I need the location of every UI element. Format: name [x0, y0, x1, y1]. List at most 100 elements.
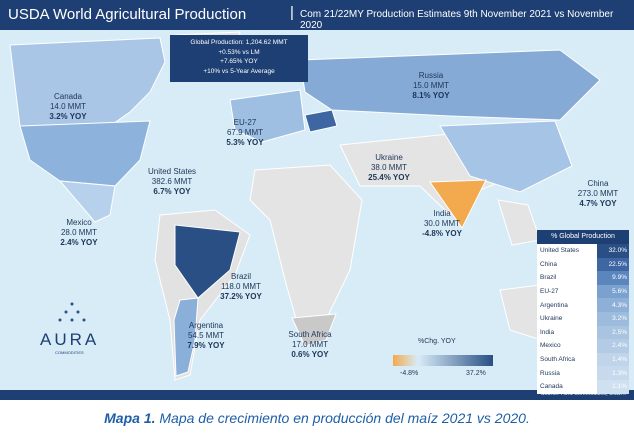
country-yoy: 4.7% YOY [579, 199, 617, 208]
country-production: 30.0 MMT [423, 219, 460, 228]
header-title: USDA World Agricultural Production [8, 6, 247, 23]
row-country: EU-27 [537, 284, 597, 299]
country-label: EU-27 67.9 MMT 5.3% YOY [226, 118, 263, 148]
row-country: Canada [537, 379, 597, 394]
country-yoy: 7.9% YOY [187, 341, 225, 350]
country-name: Canada [53, 92, 83, 101]
country-label: United States 382.6 MMT 6.7% YOY [148, 167, 196, 197]
eu-27 [229, 89, 306, 143]
country-yoy: 5.3% YOY [226, 138, 264, 147]
row-share: 5.6% [597, 284, 629, 299]
table-row: China 22.5% [537, 257, 629, 272]
brazil [174, 224, 241, 299]
global-line: +0.53% vs LM [218, 48, 260, 56]
country-production: 28.0 MMT [60, 228, 97, 237]
row-share: 9.9% [597, 271, 629, 285]
row-country: Ukraine [537, 311, 597, 326]
table-row: Mexico 2.4% [537, 339, 629, 353]
row-country: Argentina [537, 298, 597, 312]
country-name: Russia [418, 71, 444, 80]
country-label: South Africa 17.0 MMT 0.6% YOY [288, 330, 331, 360]
row-share: 32.0% [597, 244, 629, 258]
legend-max: 37.2% [466, 370, 486, 377]
map [0, 30, 634, 400]
country-label: Canada 14.0 MMT 3.2% YOY [49, 92, 86, 122]
header-subtitle: Com 21/22MY Production Estimates 9th Nov… [300, 9, 614, 31]
country-label: Russia 15.0 MMT 8.1% YOY [412, 71, 449, 101]
country-production: 14.0 MMT [49, 102, 86, 111]
country-name: EU-27 [233, 118, 257, 127]
row-country: Mexico [537, 339, 597, 353]
row-share: 3.2% [597, 311, 629, 326]
row-share: 1.3% [597, 366, 629, 380]
table-row: Russia 1.3% [537, 366, 629, 380]
country-production: 17.0 MMT [291, 340, 329, 349]
caption-text: Mapa de crecimiento en producción del ma… [159, 410, 530, 426]
country-yoy: 3.2% YOY [49, 112, 87, 121]
country-yoy: 8.1% YOY [412, 91, 450, 100]
country-name: United States [147, 167, 197, 176]
global-box: Global Production: 1,204.62 MMT +0.53% v… [170, 35, 308, 82]
global-line: Global Production: 1,204.62 MMT [190, 39, 288, 46]
mexico [58, 180, 116, 223]
row-share: 2.4% [597, 339, 629, 353]
country-name: South Africa [288, 330, 332, 339]
row-country: India [537, 325, 597, 340]
legend-gradient [393, 355, 493, 366]
country-name: China [587, 179, 609, 188]
ukraine [304, 109, 338, 133]
table-row: Brazil 9.9% [537, 271, 629, 285]
row-share: 1.1% [597, 379, 629, 394]
country-production: 382.6 MMT [151, 177, 193, 186]
header-bar: USDA World Agricultural Production | Com… [0, 0, 634, 31]
table-row: United States 32.0% [537, 244, 629, 258]
country-label: China 273.0 MMT 4.7% YOY [578, 179, 618, 209]
table-row: India 2.5% [537, 325, 629, 340]
divider: | [290, 4, 294, 21]
country-production: 118.0 MMT [221, 282, 261, 291]
table-row: South Africa 1.4% [537, 352, 629, 367]
country-name: Ukraine [375, 153, 403, 162]
source: Source: Aura Commodities, USDA. [540, 391, 626, 397]
china [439, 120, 573, 193]
country-label: Mexico 28.0 MMT 2.4% YOY [60, 218, 97, 248]
country-yoy: -4.8% YOY [422, 229, 462, 238]
russia [299, 49, 601, 121]
logo-tagline: COMMODITIES [55, 350, 84, 355]
country-production: 15.0 MMT [412, 81, 449, 90]
country-label: Ukraine 38.0 MMT 25.4% YOY [368, 153, 410, 183]
caption-label: Mapa 1. [104, 410, 156, 426]
argentina [173, 297, 199, 377]
country-yoy: 0.6% YOY [291, 350, 329, 359]
country-yoy: 6.7% YOY [153, 187, 191, 196]
table-row: EU-27 5.6% [537, 284, 629, 299]
country-yoy: 25.4% YOY [368, 173, 410, 182]
country-name: Argentina [188, 321, 224, 330]
country-production: 54.5 MMT [187, 331, 224, 340]
country-production: 273.0 MMT [577, 189, 619, 198]
country-label: Brazil 118.0 MMT 37.2% YOY [220, 272, 262, 302]
global-line: +7.65% YOY [220, 58, 258, 65]
country-label: Argentina 54.5 MMT 7.9% YOY [187, 321, 224, 351]
row-share: 2.5% [597, 325, 629, 340]
logo-name: AURA [40, 330, 100, 349]
row-country: United States [537, 244, 597, 258]
table-row: Ukraine 3.2% [537, 311, 629, 326]
country-production: 67.9 MMT [226, 128, 263, 137]
row-country: Russia [537, 366, 597, 380]
row-share: 4.3% [597, 298, 629, 312]
table-title: % Global Production [537, 230, 629, 244]
caption: Mapa 1. Mapa de crecimiento en producció… [0, 410, 634, 426]
row-share: 22.5% [597, 257, 629, 272]
country-name: Mexico [66, 218, 92, 227]
country-production: 38.0 MMT [370, 163, 407, 172]
country-name: Brazil [230, 272, 251, 281]
legend-title: %Chg. YOY [418, 338, 456, 345]
country-label: India 30.0 MMT -4.8% YOY [422, 209, 462, 239]
footer-bar [0, 390, 634, 400]
country-yoy: 2.4% YOY [60, 238, 98, 247]
row-share: 1.4% [597, 352, 629, 367]
table-row: Canada 1.1% [537, 379, 629, 394]
row-country: China [537, 257, 597, 272]
